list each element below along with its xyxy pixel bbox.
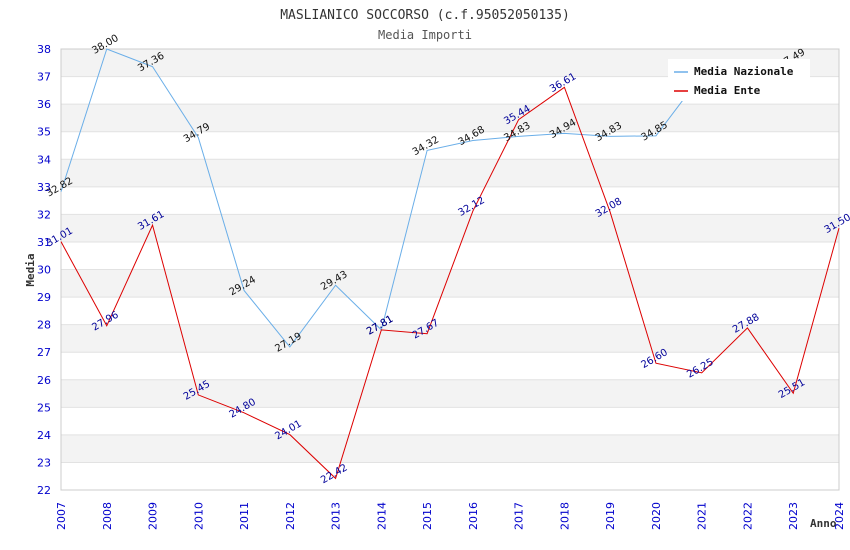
y-tick-label: 25: [37, 401, 51, 414]
chart-title: MASLIANICO SOCCORSO (c.f.95052050135): [280, 8, 570, 23]
y-tick-label: 24: [37, 429, 51, 442]
grid: [61, 48, 839, 491]
y-tick-label: 26: [37, 374, 51, 387]
y-tick-label: 34: [37, 153, 51, 166]
x-tick-label: 2017: [513, 502, 526, 530]
x-tick-label: 2007: [55, 502, 68, 530]
data-label: 31.01: [45, 226, 75, 250]
grid-band: [61, 324, 839, 353]
legend: Media Nazionale Media Ente: [668, 59, 810, 101]
data-label: 26.25: [685, 357, 715, 381]
legend-entry-media-nazionale: Media Nazionale: [694, 65, 794, 78]
x-tick-label: 2011: [238, 502, 251, 530]
plot-border: [60, 48, 840, 491]
x-tick-label: 2014: [375, 502, 388, 530]
x-axis-label: Anno: [810, 517, 837, 530]
grid-band: [61, 269, 839, 298]
grid-band: [61, 379, 839, 408]
y-tick-label: 38: [37, 43, 51, 56]
y-tick-label: 23: [37, 456, 51, 469]
data-label: 32.82: [45, 176, 75, 200]
y-tick-label: 37: [37, 71, 51, 84]
y-tick-label: 27: [37, 346, 51, 359]
x-tick-label: 2010: [192, 502, 205, 530]
x-tick-label: 2024: [833, 502, 846, 530]
chart-subtitle: Media Importi: [378, 28, 472, 42]
grid-band: [61, 159, 839, 187]
x-tick-label: 2021: [696, 502, 709, 530]
y-tick-label: 35: [37, 126, 51, 139]
grid-band: [61, 434, 839, 463]
y-tick-label: 33: [37, 181, 51, 194]
y-tick-label: 32: [37, 208, 51, 221]
y-tick-label: 31: [37, 236, 51, 249]
grid-band: [61, 214, 839, 242]
x-tick-label: 2022: [741, 502, 754, 530]
x-tick-label: 2016: [467, 502, 480, 530]
x-tick-label: 2012: [284, 502, 297, 530]
x-tick-label: 2013: [330, 502, 343, 530]
series-lines: [60, 49, 840, 480]
x-tick-label: 2023: [787, 502, 800, 530]
y-tick-label: 36: [37, 98, 51, 111]
y-tick-label: 29: [37, 291, 51, 304]
y-axis-ticks: 22 23 24 25 26 27 28 29 30 31 32 33 34 35 36 37 38: [37, 43, 51, 497]
data-label: 22.42: [319, 462, 349, 486]
x-tick-label: 2009: [147, 502, 160, 530]
x-tick-label: 2019: [604, 502, 617, 530]
y-tick-label: 30: [37, 264, 51, 277]
grid-band: [61, 104, 839, 132]
y-tick-label: 28: [37, 319, 51, 332]
y-axis-label: Media: [24, 253, 37, 286]
x-tick-label: 2018: [558, 502, 571, 530]
y-tick-label: 22: [37, 484, 51, 497]
x-tick-label: 2015: [421, 502, 434, 530]
legend-background: [668, 59, 810, 101]
x-tick-label: 2020: [650, 502, 663, 530]
legend-entry-media-ente: Media Ente: [694, 84, 761, 97]
x-axis-ticks: 2007 2008 2009 2010 2011 2012 2013 2014 2015 2016…: [55, 502, 846, 530]
x-tick-label: 2008: [101, 502, 114, 530]
series-line-media-ente: [60, 86, 840, 480]
